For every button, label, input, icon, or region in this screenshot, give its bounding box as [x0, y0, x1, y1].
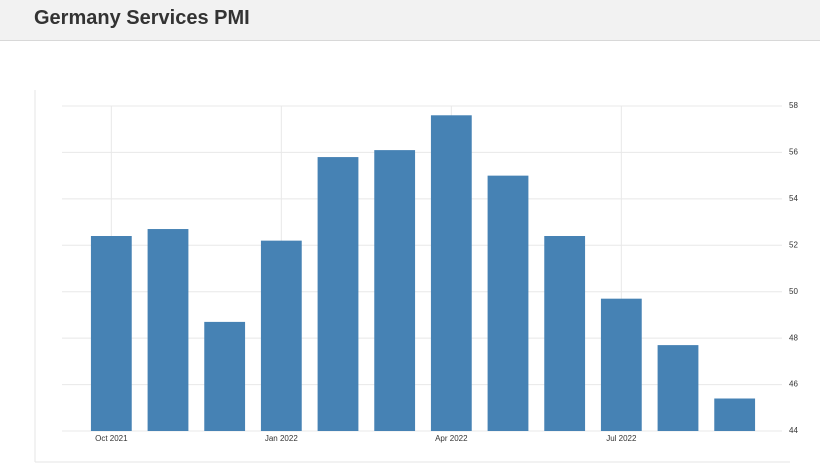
header: Germany Services PMI — [0, 0, 820, 41]
bar — [544, 236, 586, 431]
bar — [657, 345, 699, 431]
y-tick-label: 44 — [789, 426, 798, 435]
bar — [430, 115, 472, 432]
y-tick-label: 52 — [789, 240, 798, 249]
bar — [487, 175, 529, 431]
bar — [204, 321, 246, 431]
bar — [317, 157, 359, 432]
y-tick-label: 56 — [789, 148, 798, 157]
y-tick-label: 46 — [789, 380, 798, 389]
bar — [374, 150, 416, 431]
bar — [260, 240, 302, 431]
y-tick-label: 54 — [789, 194, 798, 203]
bar — [714, 398, 756, 431]
x-tick-label: Jan 2022 — [265, 434, 298, 443]
bar — [147, 229, 189, 431]
x-tick-label: Jul 2022 — [606, 434, 637, 443]
y-tick-label: 48 — [789, 333, 798, 342]
bar — [600, 298, 642, 431]
chart-title: Germany Services PMI — [34, 7, 250, 29]
y-tick-label: 50 — [789, 287, 798, 296]
bar — [90, 236, 132, 431]
x-tick-label: Apr 2022 — [435, 434, 468, 443]
x-tick-label: Oct 2021 — [95, 434, 128, 443]
y-tick-label: 58 — [789, 101, 798, 110]
